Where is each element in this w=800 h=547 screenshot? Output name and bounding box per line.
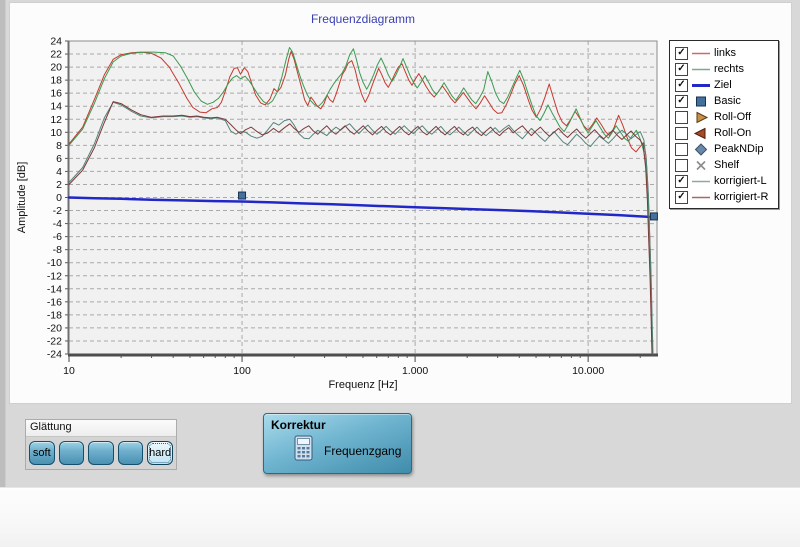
chart-panel: Frequenzdiagramm 24 22 20 18 16 14 12 10 8 6 4 2 0 -2… — [9, 2, 792, 404]
frequency-chart: 242220181614121086420-2-4-6-8-10-12-14-1… — [16, 36, 658, 391]
checkbox-korrigiert-l[interactable]: ✓ — [675, 174, 688, 188]
svg-text:16: 16 — [50, 88, 62, 100]
legend-item-rechts[interactable]: ✓ rechts — [675, 61, 775, 77]
svg-text:Frequenz [Hz]: Frequenz [Hz] — [328, 379, 397, 391]
line-marker-icon — [692, 180, 710, 182]
glaettung-button-soft[interactable]: soft — [29, 441, 55, 465]
svg-text:-2: -2 — [53, 205, 62, 217]
svg-text:10.000: 10.000 — [572, 365, 604, 377]
legend-item-roll-on[interactable]: Roll-On — [675, 125, 775, 141]
svg-text:-4: -4 — [53, 218, 62, 230]
glaettung-title: Glättung — [26, 420, 176, 437]
legend-item-peakndip[interactable]: PeakNDip — [675, 141, 775, 157]
svg-text:-20: -20 — [47, 322, 62, 334]
line-marker-icon — [692, 196, 710, 198]
checkbox-shelf[interactable] — [675, 158, 688, 172]
legend-label: links — [714, 47, 737, 59]
svg-text:22: 22 — [50, 49, 62, 61]
legend-label: Shelf — [714, 159, 740, 171]
svg-text:10: 10 — [50, 127, 62, 139]
diamond-marker-icon — [694, 142, 708, 156]
svg-text:2: 2 — [56, 179, 62, 191]
checkbox-roll-on[interactable] — [675, 126, 688, 140]
line-marker-icon — [692, 68, 710, 70]
legend-label: PeakNDip — [714, 143, 764, 155]
legend-label: korrigiert-R — [714, 191, 769, 203]
svg-text:20: 20 — [50, 62, 62, 74]
svg-text:24: 24 — [50, 36, 62, 48]
svg-text:14: 14 — [50, 101, 62, 113]
legend-item-korrigiert-r[interactable]: ✓ korrigiert-R — [675, 189, 775, 205]
svg-text:-10: -10 — [47, 257, 62, 269]
legend-label: rechts — [714, 63, 744, 75]
svg-text:100: 100 — [233, 365, 251, 377]
triangle-right-marker-icon — [696, 111, 709, 123]
legend-item-ziel[interactable]: ✓ Ziel — [675, 77, 775, 93]
svg-text:0: 0 — [56, 192, 62, 204]
svg-text:-12: -12 — [47, 270, 62, 282]
chart-title: Frequenzdiagramm — [310, 12, 416, 26]
glaettung-groupbox: Glättung soft hard — [25, 419, 177, 470]
line-marker-icon — [692, 83, 710, 87]
svg-text:6: 6 — [56, 153, 62, 165]
checkbox-roll-off[interactable] — [675, 110, 688, 124]
bottom-area — [0, 487, 800, 547]
legend-label: Roll-On — [714, 127, 752, 139]
legend-item-links[interactable]: ✓ links — [675, 45, 775, 61]
line-marker-icon — [692, 52, 710, 54]
checkbox-peakndip[interactable] — [675, 142, 688, 156]
svg-text:-16: -16 — [47, 296, 62, 308]
legend-label: Ziel — [714, 79, 732, 91]
svg-text:-6: -6 — [53, 231, 62, 243]
svg-text:Amplitude [dB]: Amplitude [dB] — [16, 162, 28, 234]
svg-text:1.000: 1.000 — [402, 365, 428, 377]
legend-item-basic[interactable]: ✓ Basic — [675, 93, 775, 109]
svg-text:-22: -22 — [47, 335, 62, 347]
svg-text:-14: -14 — [47, 283, 62, 295]
calculator-icon — [294, 435, 313, 466]
legend-label: Basic — [714, 95, 741, 107]
legend-item-shelf[interactable]: Shelf — [675, 157, 775, 173]
glaettung-button-2[interactable] — [58, 441, 85, 465]
triangle-left-marker-icon — [693, 127, 706, 139]
checkbox-korrigiert-r[interactable]: ✓ — [675, 190, 688, 204]
glaettung-buttons: soft hard — [26, 437, 176, 465]
korrektur-panel[interactable]: Korrektur Frequenzgang — [263, 413, 412, 474]
checkbox-basic[interactable]: ✓ — [675, 94, 688, 108]
legend-label: Roll-Off — [714, 111, 752, 123]
frequenzgang-button[interactable]: Frequenzgang — [294, 435, 411, 466]
svg-text:18: 18 — [50, 75, 62, 87]
square-marker-icon — [696, 96, 706, 106]
frequenzgang-label: Frequenzgang — [324, 443, 402, 458]
svg-text:10: 10 — [63, 365, 75, 377]
glaettung-button-4[interactable] — [117, 441, 144, 465]
x-marker-icon — [696, 160, 706, 170]
left-border-strip — [0, 0, 6, 487]
legend-item-roll-off[interactable]: Roll-Off — [675, 109, 775, 125]
glaettung-button-hard[interactable]: hard — [147, 441, 173, 465]
chart-legend: ✓ links ✓ rechts ✓ Ziel ✓ Basic Roll-Off Roll-On P… — [669, 40, 779, 209]
controls-strip: Glättung soft hard Korrektur — [0, 403, 800, 487]
svg-text:4: 4 — [56, 166, 62, 178]
svg-text:-8: -8 — [53, 244, 62, 256]
korrektur-title: Korrektur — [271, 418, 326, 432]
svg-text:-24: -24 — [47, 349, 62, 361]
svg-text:8: 8 — [56, 140, 62, 152]
svg-text:12: 12 — [50, 114, 62, 126]
legend-item-korrigiert-l[interactable]: ✓ korrigiert-L — [675, 173, 775, 189]
checkbox-rechts[interactable]: ✓ — [675, 62, 688, 76]
glaettung-button-3[interactable] — [88, 441, 114, 465]
checkbox-links[interactable]: ✓ — [675, 46, 688, 60]
legend-label: korrigiert-L — [714, 175, 767, 187]
checkbox-ziel[interactable]: ✓ — [675, 78, 688, 92]
svg-text:-18: -18 — [47, 309, 62, 321]
